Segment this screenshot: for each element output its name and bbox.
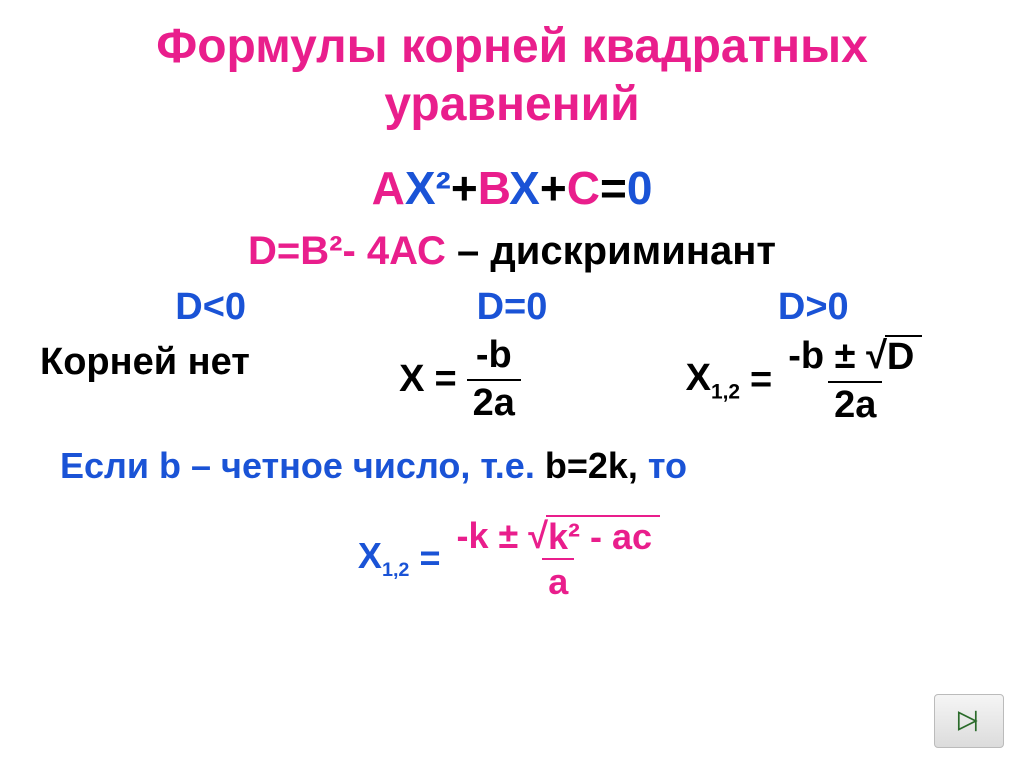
even-p3: то [638, 445, 687, 486]
coef-a: А [372, 162, 405, 214]
next-arrow-icon [952, 704, 986, 738]
var-x: Х [509, 162, 540, 214]
discriminant-label: дискриминант [490, 229, 776, 273]
double-root-formula: Х1,2 = -b ± √D 2a [630, 335, 984, 427]
roots-row: Корней нет Х = -b 2a Х1,2 = -b ± √D 2a [0, 335, 1024, 427]
k-lhs: Х [358, 535, 382, 576]
var-x2: Х² [405, 162, 451, 214]
case-gt: D>0 [778, 286, 849, 329]
single-root-num: -b [470, 335, 518, 379]
double-root-eq: = [750, 359, 772, 402]
single-root-formula: Х = -b 2a [290, 335, 630, 425]
general-equation: АХ²+ВХ+С=0 [0, 161, 1024, 215]
even-p2: b=2k, [545, 445, 638, 486]
k-sub: 1,2 [382, 559, 410, 581]
eq-sign: = [600, 162, 627, 214]
single-root-lhs: Х [399, 358, 424, 401]
plus-1: + [451, 162, 478, 214]
even-p1: Если b – четное число, т.е. [60, 445, 545, 486]
double-root-sub: 1,2 [711, 381, 740, 404]
double-root-sqrt-body: D [885, 335, 922, 379]
k-den: a [542, 558, 574, 602]
discriminant-formula: D=B²- 4АС [248, 229, 446, 273]
double-root-den: 2a [828, 381, 882, 427]
k-formula: Х1,2 = -k ± √k² - ac a [0, 515, 1024, 602]
k-sqrt-body: k² - ac [546, 515, 660, 557]
zero: 0 [627, 162, 653, 214]
cases-row: D<0 D=0 D>0 [0, 286, 1024, 329]
even-b-note: Если b – четное число, т.е. b=2k, то [0, 445, 1024, 487]
k-num-pre: -k ± [456, 515, 528, 556]
double-root-num-pre: -b ± [788, 335, 866, 377]
discriminant-line: D=B²- 4АС – дискриминант [0, 229, 1024, 274]
title-line-2: уравнений [0, 76, 1024, 134]
coef-b: В [478, 162, 509, 214]
next-button[interactable] [934, 694, 1004, 748]
coef-c: С [567, 162, 600, 214]
title-line-1: Формулы корней квадратных [0, 18, 1024, 76]
k-eq: = [419, 537, 440, 579]
single-root-den: 2a [467, 379, 521, 425]
case-lt: D<0 [175, 286, 246, 329]
no-roots-label: Корней нет [40, 335, 290, 384]
case-eq: D=0 [477, 286, 548, 329]
single-root-eq: = [434, 358, 456, 401]
discriminant-dash: – [446, 229, 490, 273]
slide-title: Формулы корней квадратных уравнений [0, 0, 1024, 133]
sqrt-icon: √ [866, 336, 887, 378]
plus-2: + [540, 162, 567, 214]
double-root-lhs: Х [686, 357, 711, 399]
